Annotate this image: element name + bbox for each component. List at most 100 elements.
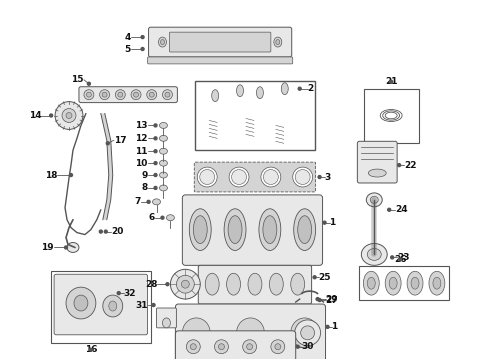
Text: 22: 22	[404, 161, 416, 170]
Ellipse shape	[200, 170, 215, 184]
Ellipse shape	[212, 90, 219, 102]
Circle shape	[141, 36, 144, 39]
Text: 7: 7	[134, 197, 141, 206]
Ellipse shape	[190, 344, 196, 350]
Circle shape	[70, 174, 73, 176]
FancyBboxPatch shape	[54, 274, 147, 335]
Text: 21: 21	[385, 77, 397, 86]
Text: 19: 19	[42, 243, 54, 252]
Ellipse shape	[361, 243, 387, 265]
FancyBboxPatch shape	[182, 195, 322, 265]
Circle shape	[104, 230, 107, 233]
Ellipse shape	[228, 216, 242, 243]
Ellipse shape	[389, 277, 397, 289]
Circle shape	[388, 208, 391, 211]
Circle shape	[65, 246, 68, 249]
Text: 17: 17	[114, 136, 126, 145]
Circle shape	[89, 348, 93, 351]
FancyBboxPatch shape	[148, 27, 292, 57]
FancyBboxPatch shape	[175, 304, 325, 360]
Ellipse shape	[281, 83, 288, 95]
Ellipse shape	[294, 209, 316, 251]
Ellipse shape	[102, 92, 107, 97]
Ellipse shape	[261, 167, 281, 187]
Circle shape	[161, 216, 164, 219]
Ellipse shape	[264, 170, 278, 184]
Bar	[365, 89, 419, 143]
Ellipse shape	[295, 170, 310, 184]
Ellipse shape	[275, 344, 281, 350]
Bar	[196, 81, 315, 150]
Ellipse shape	[159, 185, 168, 191]
Text: 15: 15	[72, 75, 84, 84]
Ellipse shape	[230, 40, 234, 45]
Ellipse shape	[270, 273, 283, 295]
Circle shape	[99, 230, 102, 233]
Ellipse shape	[215, 340, 228, 354]
Ellipse shape	[226, 273, 241, 295]
Text: 6: 6	[148, 213, 154, 222]
Ellipse shape	[66, 287, 96, 319]
Ellipse shape	[301, 326, 315, 340]
Text: 12: 12	[135, 134, 147, 143]
Circle shape	[154, 162, 157, 165]
Ellipse shape	[193, 216, 207, 243]
Ellipse shape	[229, 167, 249, 187]
FancyBboxPatch shape	[357, 141, 397, 183]
Ellipse shape	[62, 109, 76, 122]
Ellipse shape	[368, 248, 381, 260]
Ellipse shape	[167, 215, 174, 221]
Text: 11: 11	[135, 147, 147, 156]
Ellipse shape	[109, 301, 117, 311]
Ellipse shape	[84, 90, 94, 100]
Ellipse shape	[171, 269, 200, 299]
Ellipse shape	[291, 318, 318, 348]
Ellipse shape	[159, 135, 168, 141]
Text: 5: 5	[124, 45, 131, 54]
Circle shape	[166, 283, 169, 286]
Bar	[51, 271, 150, 343]
Circle shape	[106, 142, 109, 145]
Circle shape	[318, 176, 321, 179]
Ellipse shape	[294, 320, 320, 346]
Ellipse shape	[182, 37, 190, 47]
Ellipse shape	[66, 113, 72, 118]
Ellipse shape	[159, 148, 168, 154]
Text: 20: 20	[111, 227, 123, 236]
Text: 29: 29	[325, 294, 338, 303]
Text: 30: 30	[302, 342, 314, 351]
Text: 9: 9	[141, 171, 147, 180]
Ellipse shape	[368, 169, 386, 177]
Text: 18: 18	[45, 171, 57, 180]
Ellipse shape	[118, 92, 123, 97]
Ellipse shape	[293, 167, 313, 187]
Circle shape	[313, 276, 316, 279]
Ellipse shape	[251, 37, 259, 47]
FancyBboxPatch shape	[147, 57, 293, 64]
Ellipse shape	[189, 209, 211, 251]
Ellipse shape	[429, 271, 445, 295]
Circle shape	[390, 80, 392, 83]
Ellipse shape	[163, 318, 171, 328]
Ellipse shape	[367, 193, 382, 207]
Ellipse shape	[165, 92, 170, 97]
Ellipse shape	[370, 196, 378, 203]
Circle shape	[323, 221, 326, 224]
FancyBboxPatch shape	[175, 331, 295, 360]
Polygon shape	[101, 113, 113, 220]
FancyBboxPatch shape	[156, 308, 176, 328]
Ellipse shape	[184, 40, 188, 45]
Circle shape	[117, 292, 120, 294]
Ellipse shape	[103, 295, 122, 317]
Ellipse shape	[158, 37, 167, 47]
Text: 16: 16	[85, 345, 97, 354]
Text: 8: 8	[141, 184, 147, 193]
Ellipse shape	[134, 92, 139, 97]
Text: 24: 24	[395, 205, 408, 214]
Text: 31: 31	[135, 301, 147, 310]
Ellipse shape	[176, 275, 195, 293]
Circle shape	[397, 164, 401, 167]
Ellipse shape	[274, 37, 282, 47]
FancyBboxPatch shape	[195, 162, 316, 192]
Ellipse shape	[163, 90, 172, 100]
